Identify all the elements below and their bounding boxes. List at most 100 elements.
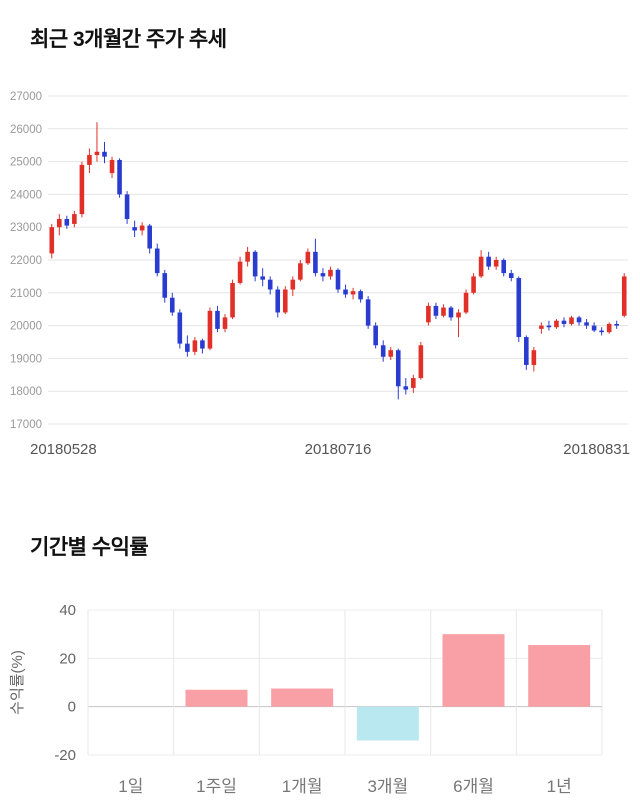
candle	[621, 273, 627, 318]
y-axis-tick-label: 17000	[10, 419, 42, 431]
candle	[524, 335, 529, 370]
return-bar	[442, 634, 505, 707]
candle	[486, 251, 491, 270]
candle	[117, 158, 122, 198]
candle	[94, 122, 100, 162]
candle	[358, 289, 363, 303]
returns-section: 기간별 수익률 40 20 0 -20 1일 1주일 1개월 3개월 6개월 1년 수익률(%)	[0, 534, 640, 810]
candle	[380, 340, 386, 362]
candle	[508, 269, 514, 282]
candle	[72, 210, 77, 228]
candle	[365, 296, 371, 329]
category-label: 1주일	[196, 777, 237, 796]
candle	[569, 315, 574, 326]
candle	[531, 346, 537, 372]
y-axis-tick-label: -20	[54, 747, 76, 764]
candle	[516, 276, 522, 342]
candle	[282, 286, 288, 315]
candle	[260, 268, 265, 287]
y-axis-tick-label: 22000	[10, 255, 42, 267]
candle	[395, 348, 401, 400]
candle	[448, 305, 454, 321]
y-axis-tick-label: 20	[59, 650, 76, 667]
candle	[456, 309, 461, 338]
y-axis-tick-label: 24000	[10, 189, 42, 201]
candle	[64, 215, 70, 229]
candle	[200, 338, 205, 354]
candle	[185, 335, 190, 357]
candle	[433, 302, 439, 320]
candle	[591, 322, 597, 333]
candle	[501, 258, 507, 277]
candle	[493, 256, 499, 270]
candlestick-chart: 17000 18000 19000 20000 21000 22000 23000 24000…	[10, 91, 630, 458]
candle	[215, 305, 220, 333]
candle	[56, 214, 62, 236]
candle	[606, 322, 612, 334]
return-bar	[528, 645, 591, 707]
candle	[237, 256, 243, 285]
candle	[426, 302, 431, 326]
candle	[109, 156, 115, 178]
candle	[328, 266, 333, 280]
price-trend-section: 최근 3개월간 주가 추세 17000 18000 19000 20000 21000 2…	[10, 28, 630, 458]
candle	[267, 276, 273, 295]
y-axis-tick-label: 20000	[10, 321, 42, 333]
candle	[230, 279, 235, 320]
y-axis-tick-label: 19000	[10, 353, 42, 365]
candle	[463, 289, 469, 315]
candle	[320, 268, 326, 282]
price-trend-title: 최근 3개월간 주가 추세	[30, 28, 227, 51]
candle	[298, 260, 303, 282]
candle	[79, 161, 85, 218]
candle	[252, 250, 258, 282]
candle	[388, 346, 394, 361]
candle	[275, 286, 281, 318]
candle	[418, 342, 424, 380]
y-axis-tick-label: 26000	[10, 124, 42, 136]
candle	[192, 337, 198, 356]
candle	[411, 374, 416, 393]
candle	[169, 292, 175, 316]
candle	[139, 222, 145, 236]
candle	[441, 304, 446, 318]
candle	[373, 322, 378, 349]
x-axis-label-end: 20180831	[563, 441, 630, 458]
candle	[614, 320, 620, 329]
y-axis-tick-label: 21000	[10, 288, 42, 300]
candle	[546, 320, 552, 331]
candle	[350, 287, 356, 300]
y-axis-tick-label: 0	[68, 699, 76, 716]
return-bar	[185, 689, 248, 707]
return-bar	[356, 706, 419, 741]
candle	[222, 314, 228, 333]
candle	[49, 223, 55, 259]
candle	[403, 378, 409, 395]
candle	[207, 307, 213, 351]
y-axis-tick-label: 27000	[10, 91, 42, 103]
y-axis-title: 수익률(%)	[9, 650, 26, 715]
candle	[576, 315, 582, 326]
candle	[599, 327, 604, 336]
x-axis-label-middle: 20180716	[305, 441, 372, 458]
candle	[539, 322, 544, 334]
candle	[177, 309, 183, 349]
candle	[584, 319, 589, 329]
returns-title: 기간별 수익률	[30, 536, 149, 559]
y-axis-tick-label: 25000	[10, 157, 42, 169]
x-axis-label-start: 20180528	[30, 441, 97, 458]
candle	[335, 268, 341, 293]
candle	[102, 141, 107, 164]
candle	[343, 284, 348, 298]
candle	[313, 238, 318, 277]
candle	[478, 250, 484, 279]
category-label: 1일	[118, 777, 143, 796]
category-label: 1개월	[282, 777, 323, 796]
y-axis-tick-label: 18000	[10, 386, 42, 398]
candle	[305, 248, 311, 265]
return-bar	[271, 688, 334, 707]
category-label: 6개월	[453, 777, 494, 796]
candle	[132, 220, 137, 238]
category-label: 1년	[547, 777, 572, 796]
